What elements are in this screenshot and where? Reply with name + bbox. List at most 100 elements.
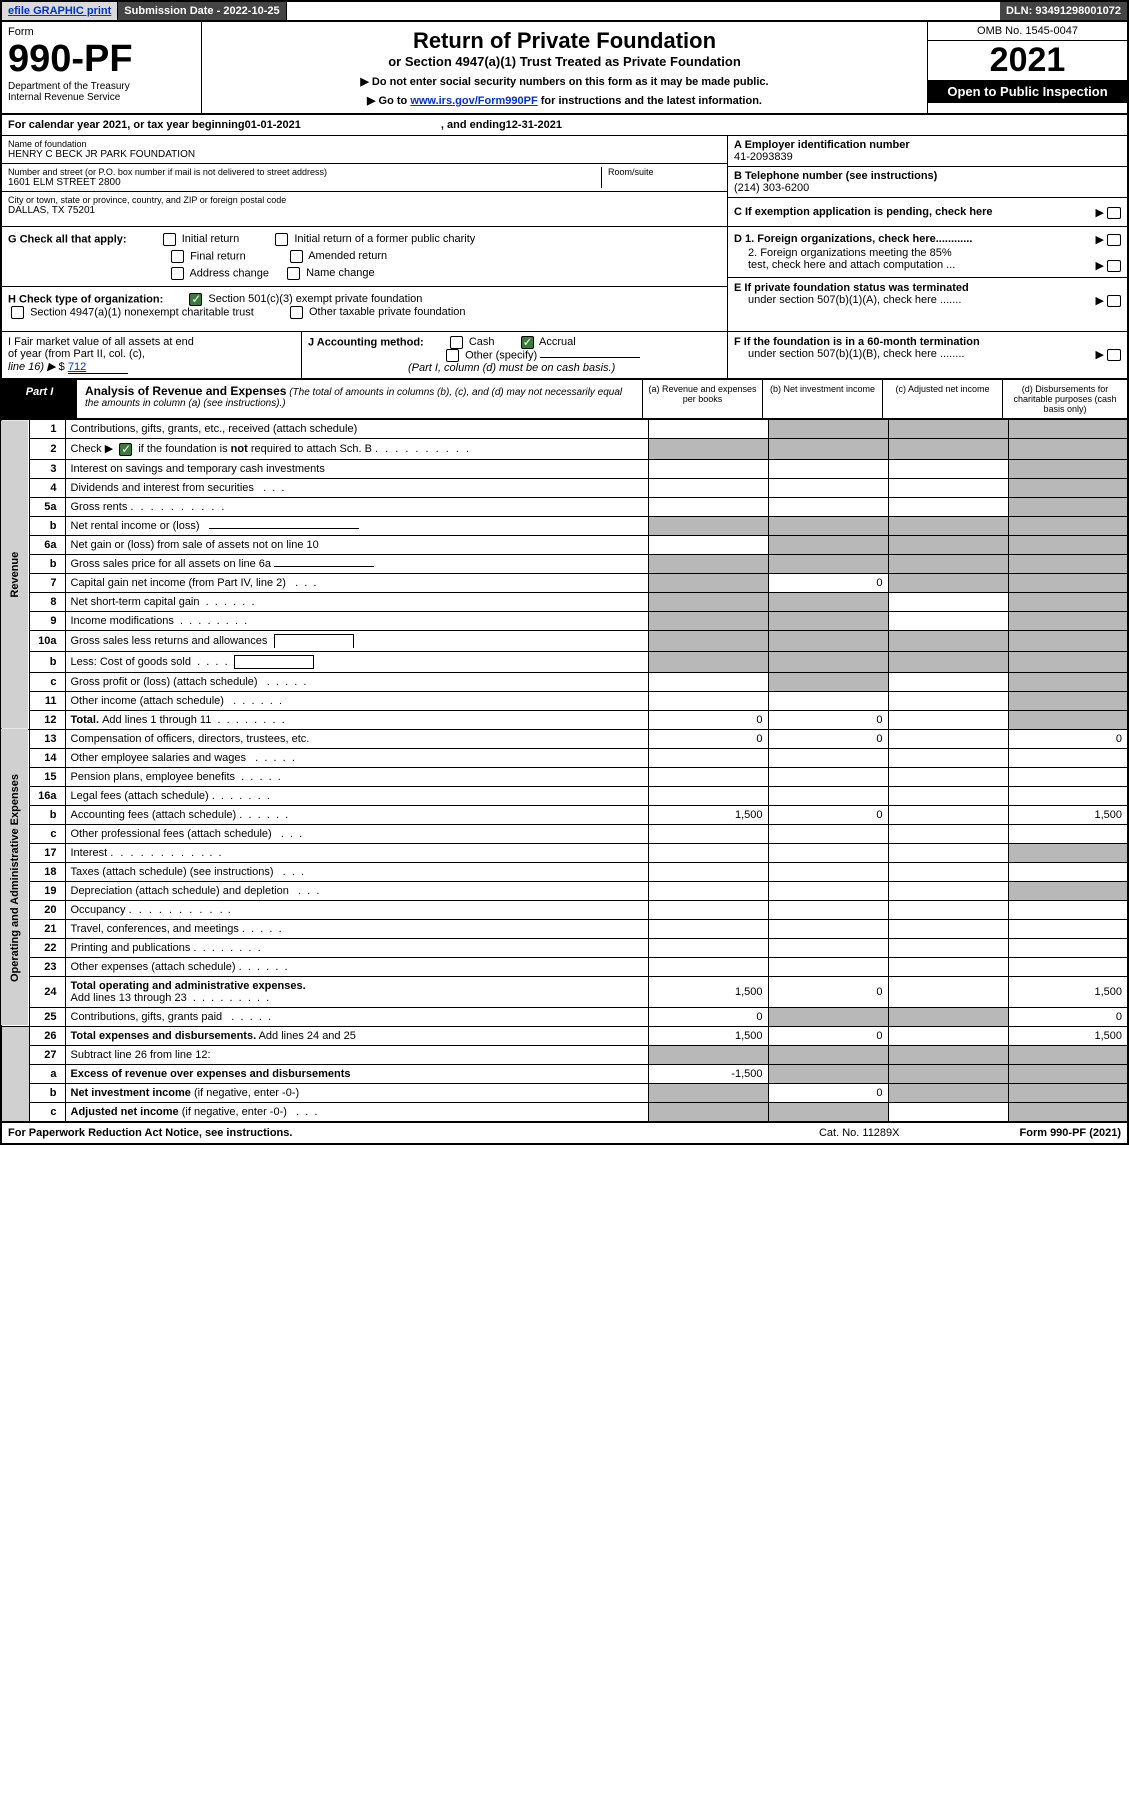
calendar-year-row: For calendar year 2021, or tax year begi… — [0, 113, 1129, 135]
j-cash[interactable] — [450, 336, 463, 349]
footer-right: Form 990-PF (2021) — [1020, 1127, 1122, 1139]
calyear-mid: , and ending — [441, 119, 506, 131]
part1-tab: Part I — [2, 380, 77, 418]
line-19: Depreciation (attach schedule) and deple… — [65, 881, 648, 900]
val-26a: 1,500 — [648, 1026, 768, 1045]
e-checkbox[interactable] — [1107, 295, 1121, 307]
irs-label: Internal Revenue Service — [8, 92, 195, 103]
f-block: F If the foundation is in a 60-month ter… — [727, 332, 1127, 378]
val-24d: 1,500 — [1008, 976, 1128, 1007]
form-number: 990-PF — [8, 38, 195, 81]
form-header: Form 990-PF Department of the Treasury I… — [0, 22, 1129, 113]
header-right: OMB No. 1545-0047 2021 Open to Public In… — [927, 22, 1127, 113]
line-26: Total expenses and disbursements. Add li… — [65, 1026, 648, 1045]
address-cell: Number and street (or P.O. box number if… — [2, 164, 727, 192]
l2b: if the foundation is not required to att… — [138, 443, 372, 455]
foundation-name-cell: Name of foundation HENRY C BECK JR PARK … — [2, 136, 727, 164]
val-13a: 0 — [648, 729, 768, 748]
line-15: Pension plans, employee benefits . . . .… — [65, 767, 648, 786]
schb-checkbox[interactable] — [119, 443, 132, 456]
col-c-header: (c) Adjusted net income — [882, 380, 1002, 418]
col-b-header: (b) Net investment income — [762, 380, 882, 418]
h-other-taxable[interactable] — [290, 306, 303, 319]
dln: DLN: 93491298001072 — [1000, 2, 1127, 20]
part1-table: Revenue 1Contributions, gifts, grants, e… — [0, 419, 1129, 1122]
d2b: test, check here and attach computation … — [748, 259, 955, 271]
h-4947[interactable] — [11, 306, 24, 319]
line-2: Check ▶ if the foundation is not require… — [65, 439, 648, 460]
tax-year: 2021 — [928, 41, 1127, 80]
g-initial-return[interactable] — [163, 233, 176, 246]
line-9: Income modifications . . . . . . . . — [65, 611, 648, 630]
val-16bd: 1,500 — [1008, 805, 1128, 824]
i-l1: I Fair market value of all assets at end — [8, 336, 295, 348]
calyear-begin: 01-01-2021 — [245, 119, 301, 131]
val-25a: 0 — [648, 1007, 768, 1026]
calyear-end: 12-31-2021 — [506, 119, 562, 131]
col-d-header: (d) Disbursements for charitable purpose… — [1002, 380, 1127, 418]
room-label: Room/suite — [608, 167, 721, 177]
j-accrual[interactable] — [521, 336, 534, 349]
line-23: Other expenses (attach schedule) . . . .… — [65, 957, 648, 976]
line-12: Total. Add lines 1 through 11 . . . . . … — [65, 710, 648, 729]
j-other-label: Other (specify) — [465, 349, 537, 361]
header-mid: Return of Private Foundation or Section … — [202, 22, 927, 113]
form-link[interactable]: www.irs.gov/Form990PF — [410, 95, 537, 107]
efile-print-link[interactable]: efile GRAPHIC print — [2, 2, 118, 20]
d1-label: D 1. Foreign organizations, check here..… — [734, 233, 972, 245]
e1: E If private foundation status was termi… — [734, 282, 969, 294]
val-27aa: -1,500 — [648, 1064, 768, 1083]
val-25d: 0 — [1008, 1007, 1128, 1026]
line-7: Capital gain net income (from Part IV, l… — [65, 573, 648, 592]
d2-checkbox[interactable] — [1107, 260, 1121, 272]
line-8: Net short-term capital gain . . . . . . — [65, 592, 648, 611]
i-value[interactable]: 712 — [68, 361, 128, 374]
footer-left: For Paperwork Reduction Act Notice, see … — [8, 1127, 292, 1139]
c-checkbox[interactable] — [1107, 207, 1121, 219]
g-o3: Final return — [190, 250, 246, 262]
name-block: Name of foundation HENRY C BECK JR PARK … — [0, 135, 1129, 227]
val-24b: 0 — [768, 976, 888, 1007]
section-g-h: G Check all that apply: Initial return I… — [0, 227, 1129, 332]
i-block: I Fair market value of all assets at end… — [2, 332, 302, 378]
line-20: Occupancy . — [65, 900, 648, 919]
g-o4: Amended return — [308, 250, 387, 262]
val-12b: 0 — [768, 710, 888, 729]
e2: under section 507(b)(1)(A), check here .… — [734, 294, 961, 306]
h-o2: Section 4947(a)(1) nonexempt charitable … — [30, 306, 254, 318]
footer-mid: Cat. No. 11289X — [819, 1127, 900, 1139]
g-initial-former[interactable] — [275, 233, 288, 246]
l26a: Total expenses and disbursements. — [71, 1030, 257, 1042]
d2a: 2. Foreign organizations meeting the 85% — [748, 247, 952, 259]
line-1: Contributions, gifts, grants, etc., rece… — [65, 420, 648, 439]
line-6b: Gross sales price for all assets on line… — [65, 554, 648, 573]
section-i-j-f: I Fair market value of all assets at end… — [0, 332, 1129, 380]
header-left: Form 990-PF Department of the Treasury I… — [2, 22, 202, 113]
city: DALLAS, TX 75201 — [8, 205, 721, 216]
j-other[interactable] — [446, 349, 459, 362]
d1-checkbox[interactable] — [1107, 234, 1121, 246]
calyear-pre: For calendar year 2021, or tax year begi… — [8, 119, 245, 131]
part1-header: Part I Analysis of Revenue and Expenses … — [0, 380, 1129, 419]
j-block: J Accounting method: Cash Accrual Other … — [302, 332, 727, 378]
h-501c3[interactable] — [189, 293, 202, 306]
c-label: C If exemption application is pending, c… — [734, 206, 993, 218]
l26b: Add lines 24 and 25 — [259, 1030, 356, 1042]
line-27: Subtract line 26 from line 12: — [65, 1045, 648, 1064]
f-checkbox[interactable] — [1107, 349, 1121, 361]
g-amended[interactable] — [290, 250, 303, 263]
submission-date: Submission Date - 2022-10-25 — [118, 2, 286, 20]
g-address-change[interactable] — [171, 267, 184, 280]
val-12a: 0 — [648, 710, 768, 729]
c-cell: C If exemption application is pending, c… — [728, 198, 1127, 226]
l2a: Check ▶ — [71, 443, 114, 455]
open-inspection: Open to Public Inspection — [928, 80, 1127, 103]
i-dollar: $ — [59, 361, 65, 373]
val-26d: 1,500 — [1008, 1026, 1128, 1045]
name-right: A Employer identification number 41-2093… — [727, 136, 1127, 226]
g-name-change[interactable] — [287, 267, 300, 280]
g-final-return[interactable] — [171, 250, 184, 263]
i-l3: line 16) ▶ — [8, 361, 56, 373]
subdate-value: 2022-10-25 — [223, 5, 279, 17]
checks-left: G Check all that apply: Initial return I… — [2, 227, 727, 331]
